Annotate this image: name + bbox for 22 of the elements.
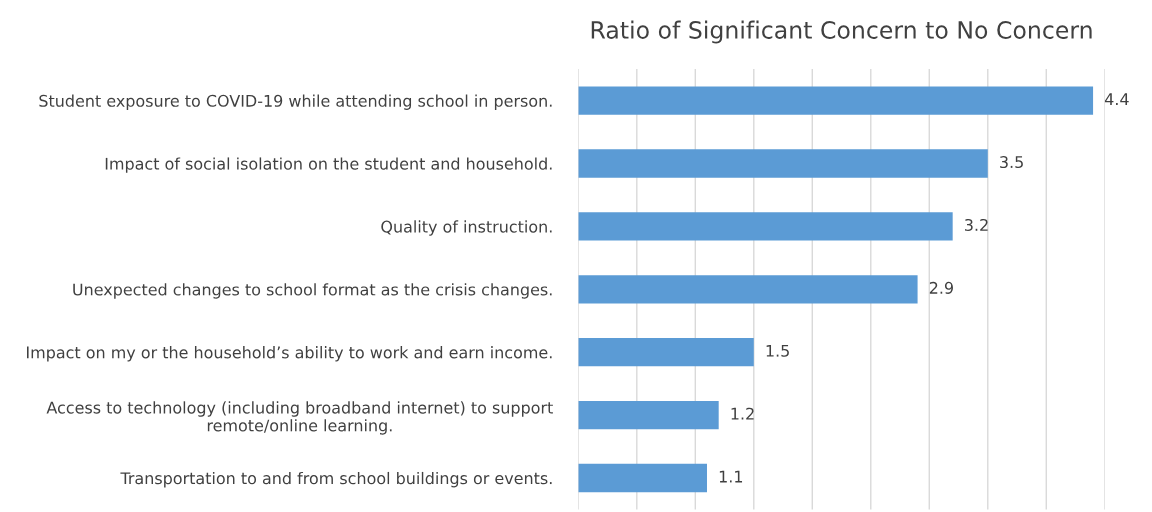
y-tick-label: Impact on my or the household’s ability to work and earn income. — [27, 346, 552, 362]
data-label: 1.5 — [766, 344, 789, 357]
data-label: 1.1 — [719, 470, 743, 483]
data-label: 3.5 — [1000, 156, 1023, 169]
y-tick-label: Transportation to and from school buildings or events. — [120, 471, 552, 488]
data-label: 3.2 — [965, 218, 988, 232]
bar — [578, 400, 719, 430]
bar — [578, 212, 953, 241]
y-tick-label: Unexpected changes to school format as the crisis changes. — [73, 283, 552, 299]
data-label: 4.4 — [1104, 93, 1129, 105]
chart-title: Ratio of Significant Concern to No Concern — [591, 20, 1092, 44]
data-label: 1.2 — [731, 407, 754, 420]
bar — [578, 149, 988, 178]
data-label: 2.9 — [929, 281, 953, 294]
y-tick-label: Quality of instruction. — [381, 220, 552, 236]
bar — [578, 86, 1094, 115]
y-tick-label: Access to technology (including broadband internet) to support remote/online learning. — [46, 401, 553, 435]
bar — [578, 463, 707, 493]
y-tick-label: Impact of social isolation on the student and household. — [105, 157, 552, 173]
bar — [578, 338, 754, 367]
bar — [578, 275, 918, 304]
y-tick-label: Student exposure to COVID-19 while attending school in person. — [39, 94, 552, 110]
